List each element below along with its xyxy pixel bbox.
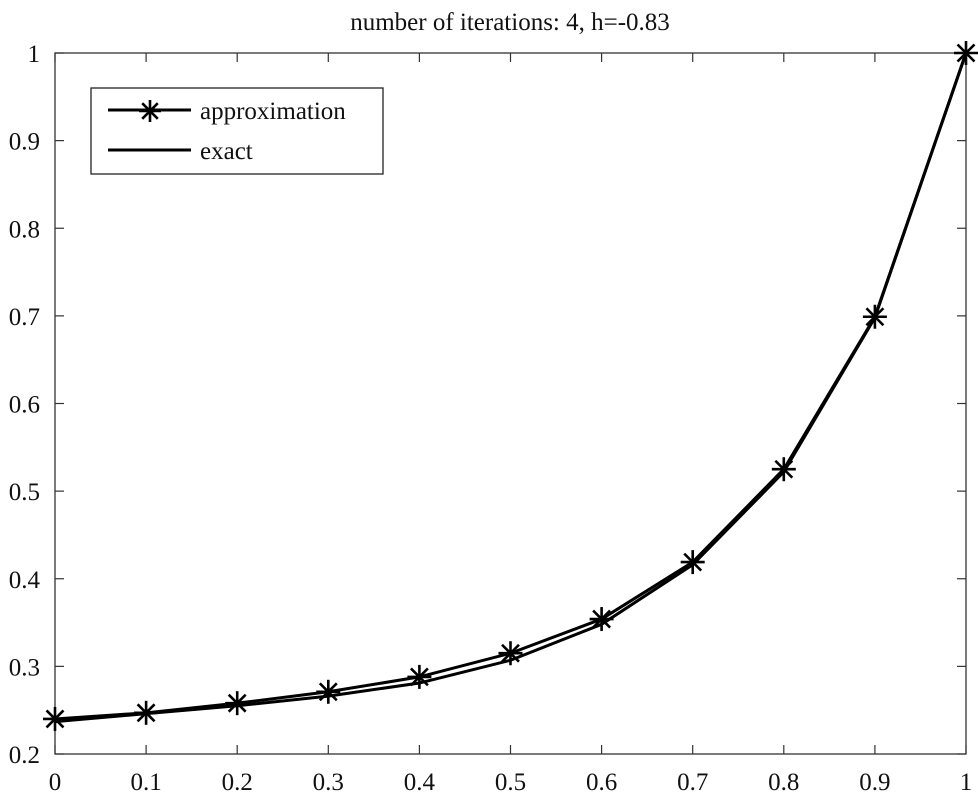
asterisk-marker [501, 643, 520, 663]
x-tick-label: 0.3 [313, 769, 344, 796]
y-tick-label: 0.4 [9, 567, 41, 594]
y-tick-label: 0.6 [9, 392, 40, 419]
series-lines [43, 41, 978, 731]
y-tick-label: 0.9 [9, 129, 40, 156]
data-point-approximation [316, 679, 341, 704]
x-tick-label: 0.1 [130, 769, 161, 796]
y-tick-label: 0.5 [9, 479, 40, 506]
legend-asterisk-marker [139, 100, 161, 122]
data-point-approximation [225, 691, 250, 716]
x-tick-label: 1 [960, 769, 973, 796]
legend-box [90, 87, 384, 175]
x-tick-label: 0.9 [859, 769, 890, 796]
asterisk-marker [141, 102, 159, 120]
x-tick-label: 0.7 [677, 769, 708, 796]
axis-ticks: 0 0.1 0.2 0.3 0.4 0.5 0.6 0.7 0.8 0.9 1 0.2 0.3 0.4 0.… [9, 41, 973, 796]
x-tick-label: 0.4 [404, 769, 436, 796]
series-line-exact [54, 52, 968, 724]
x-tick-label: 0.8 [768, 769, 799, 796]
y-tick-label: 0.7 [9, 304, 40, 331]
legend: approximation exact [90, 87, 384, 175]
x-tick-label: 0.6 [586, 769, 617, 796]
asterisk-marker [592, 609, 612, 629]
x-tick-label: 0.2 [222, 769, 253, 796]
legend-label-approximation: approximation [200, 98, 346, 125]
data-point-approximation [43, 706, 67, 731]
chart-title: number of iterations: 4, h=-0.83 [350, 9, 670, 36]
y-tick-label: 0.3 [9, 654, 40, 681]
y-tick-label: 0.8 [9, 216, 40, 243]
asterisk-marker [45, 709, 65, 729]
asterisk-marker [227, 693, 247, 713]
y-tick-label: 0.2 [9, 742, 40, 769]
legend-label-exact: exact [200, 138, 253, 165]
y-tick-label: 1 [28, 41, 41, 68]
x-tick-label: 0.5 [495, 769, 526, 796]
x-tick-label: 0 [49, 769, 62, 796]
